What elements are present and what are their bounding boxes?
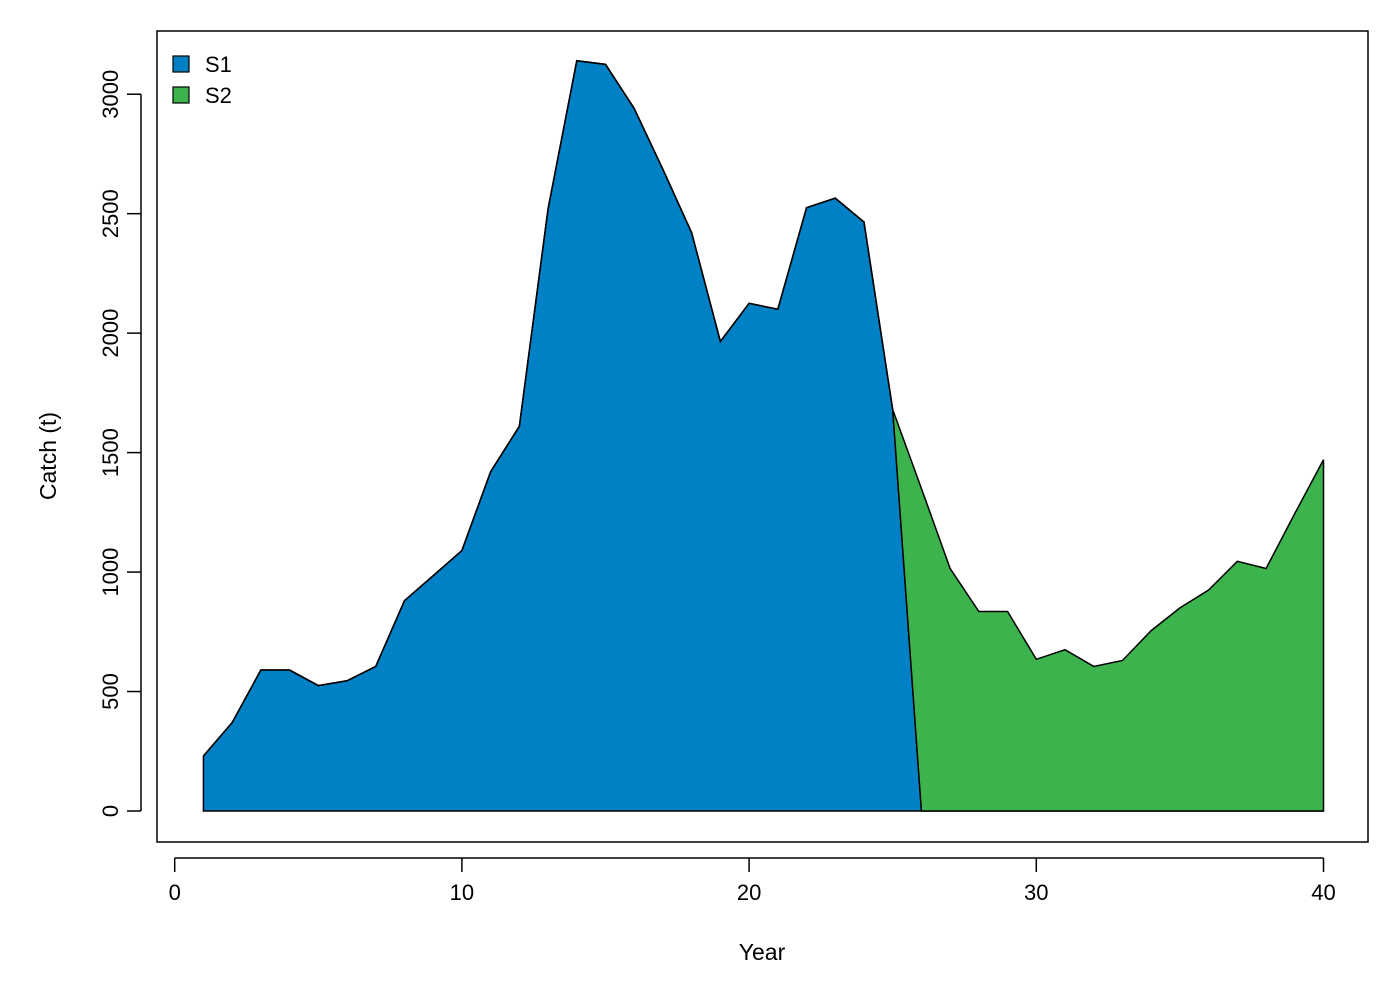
y-tick-label: 500 xyxy=(98,673,123,710)
y-axis-title: Catch (t) xyxy=(35,412,61,500)
area-series-s2 xyxy=(202,59,1325,812)
legend-swatch-s1 xyxy=(172,55,190,73)
x-tick-label: 30 xyxy=(1024,880,1048,905)
y-tick-label: 1000 xyxy=(98,548,123,597)
y-tick-label: 2000 xyxy=(98,309,123,358)
y-tick-label: 1500 xyxy=(98,428,123,477)
x-axis: 0 10 20 30 40 xyxy=(169,857,1336,905)
x-axis-title: Year xyxy=(739,939,786,965)
y-axis: 0 500 1000 1500 2000 2500 3000 xyxy=(98,70,142,817)
x-tick-label: 40 xyxy=(1311,880,1335,905)
legend-label-s1: S1 xyxy=(205,52,232,77)
y-tick-label: 0 xyxy=(98,805,123,817)
legend-swatch-s2 xyxy=(172,86,190,104)
y-tick-label: 3000 xyxy=(98,70,123,119)
x-tick-label: 10 xyxy=(450,880,474,905)
plot-frame xyxy=(156,30,1369,843)
x-tick-label: 20 xyxy=(737,880,761,905)
series-layer xyxy=(202,59,1325,812)
legend-label-s2: S2 xyxy=(205,83,232,108)
y-tick-label: 2500 xyxy=(98,189,123,238)
x-tick-label: 0 xyxy=(169,880,181,905)
